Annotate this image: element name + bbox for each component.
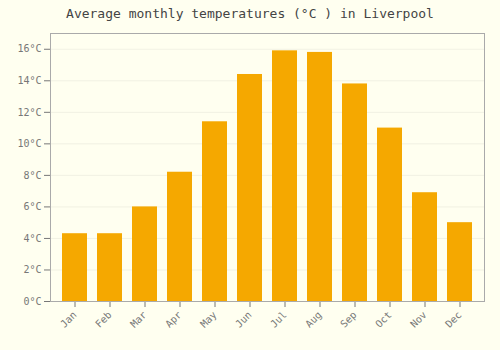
svg-text:May: May bbox=[198, 309, 219, 330]
svg-text:Jan: Jan bbox=[58, 309, 79, 330]
svg-text:0°C: 0°C bbox=[23, 296, 41, 307]
svg-text:Aug: Aug bbox=[303, 309, 324, 330]
svg-text:Feb: Feb bbox=[93, 309, 114, 330]
svg-text:10°C: 10°C bbox=[17, 138, 41, 149]
svg-text:14°C: 14°C bbox=[17, 75, 41, 86]
svg-text:16°C: 16°C bbox=[17, 43, 41, 54]
svg-text:Apr: Apr bbox=[163, 309, 184, 330]
svg-text:2°C: 2°C bbox=[23, 264, 41, 275]
svg-text:Jul: Jul bbox=[268, 309, 289, 330]
svg-text:Oct: Oct bbox=[373, 309, 394, 330]
svg-text:Dec: Dec bbox=[443, 309, 464, 330]
html-text:Average monthly temperatures (: Average monthly temperatures (°C ) in Li… bbox=[66, 6, 434, 21]
svg-text:Sep: Sep bbox=[338, 309, 359, 330]
svg-text:Nov: Nov bbox=[408, 309, 429, 330]
svg-text:4°C: 4°C bbox=[23, 233, 41, 244]
svg-text:Jun: Jun bbox=[233, 309, 254, 330]
svg-text:12°C: 12°C bbox=[17, 107, 41, 118]
svg-text:6°C: 6°C bbox=[23, 201, 41, 212]
svg-text:8°C: 8°C bbox=[23, 170, 41, 181]
svg-text:Mar: Mar bbox=[128, 309, 149, 330]
